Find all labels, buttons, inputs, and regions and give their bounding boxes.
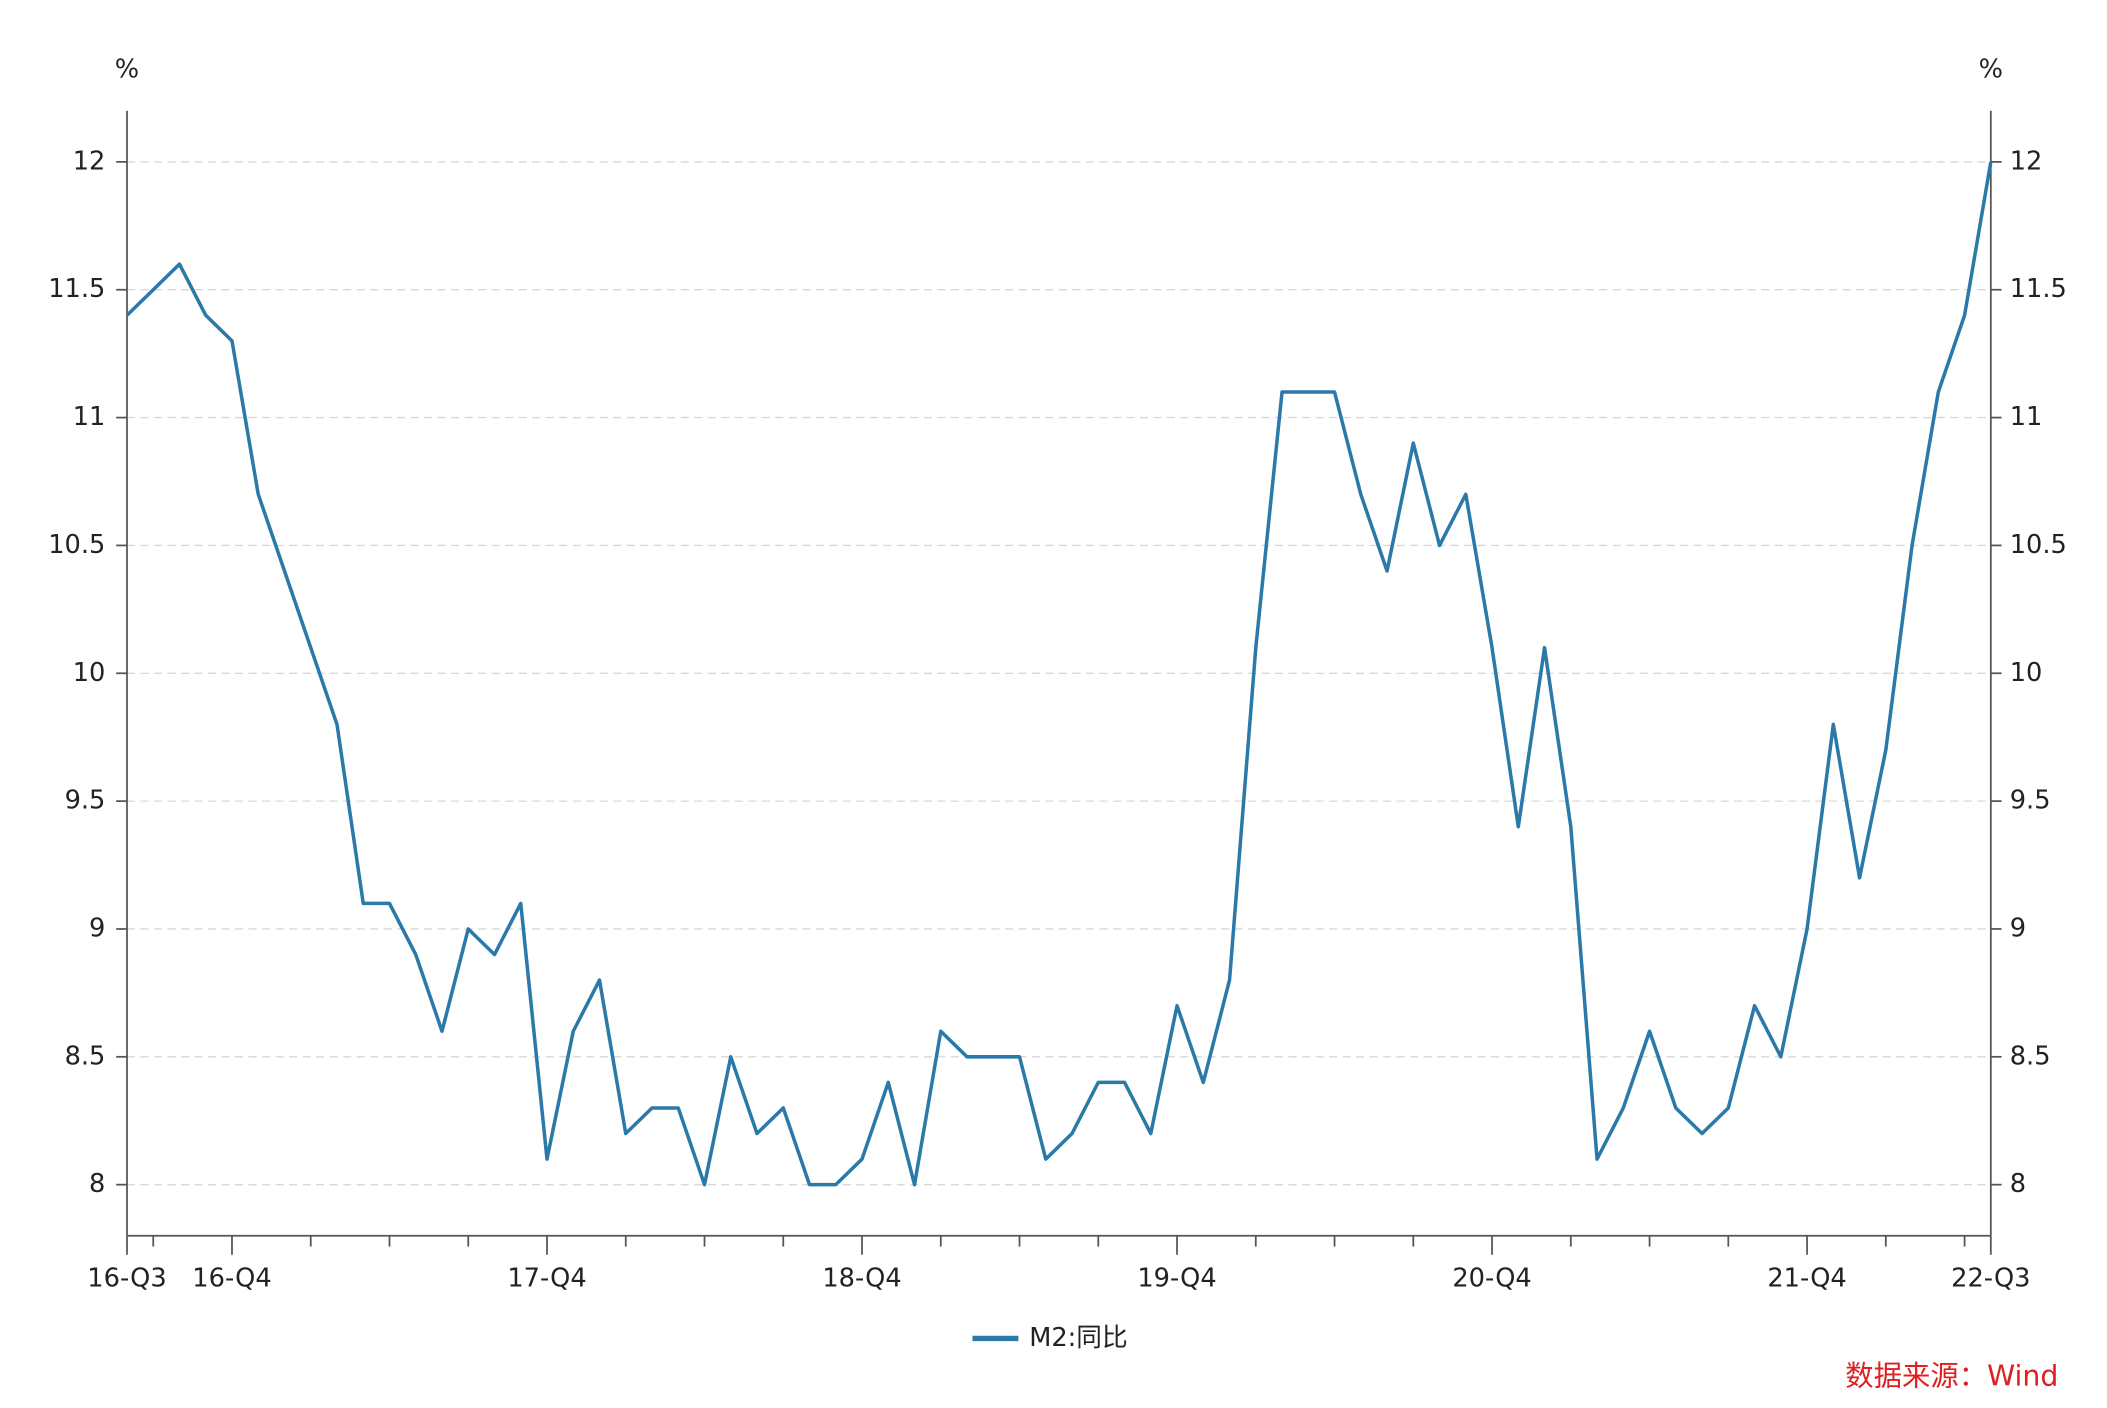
y-tick-label: 10.5	[48, 530, 105, 560]
y2-tick-label: 10	[2010, 658, 2043, 688]
line-series	[125, 161, 1993, 1187]
y-tick-label: 8.5	[65, 1041, 106, 1071]
y2-tick-label: 9	[2010, 913, 2026, 943]
y2-tick-label: 8.5	[2010, 1041, 2051, 1071]
y-tick-label: 9.5	[65, 786, 106, 816]
x-tick-label: 17-Q4	[507, 1264, 586, 1294]
y2-axis-unit: %	[1979, 55, 2003, 85]
x-tick-label: 20-Q4	[1452, 1264, 1531, 1294]
x-tick-label: 22-Q3	[1951, 1264, 2030, 1294]
y-axis-unit: %	[115, 55, 139, 85]
y2-tick-label: 11	[2010, 402, 2043, 432]
y-tick-label: 8	[89, 1169, 105, 1199]
x-tick-label: 21-Q4	[1767, 1264, 1846, 1294]
y-tick-label: 11	[73, 402, 106, 432]
source-note: 数据来源：Wind	[1845, 1360, 2058, 1393]
y-tick-label: 10	[73, 658, 106, 688]
x-tick-label: 16-Q4	[192, 1264, 271, 1294]
y2-tick-label: 8	[2010, 1169, 2026, 1199]
y-tick-label: 9	[89, 913, 105, 943]
y-tick-label: 12	[73, 146, 106, 176]
x-tick-label: 16-Q3	[87, 1264, 166, 1294]
y2-tick-label: 11.5	[2010, 274, 2067, 304]
x-tick-label: 18-Q4	[822, 1264, 901, 1294]
y2-tick-label: 9.5	[2010, 786, 2051, 816]
y2-tick-label: 12	[2010, 146, 2043, 176]
legend-label: M2:同比	[1029, 1323, 1127, 1353]
y-tick-label: 11.5	[48, 274, 105, 304]
y2-tick-label: 10.5	[2010, 530, 2067, 560]
x-tick-label: 19-Q4	[1137, 1264, 1216, 1294]
